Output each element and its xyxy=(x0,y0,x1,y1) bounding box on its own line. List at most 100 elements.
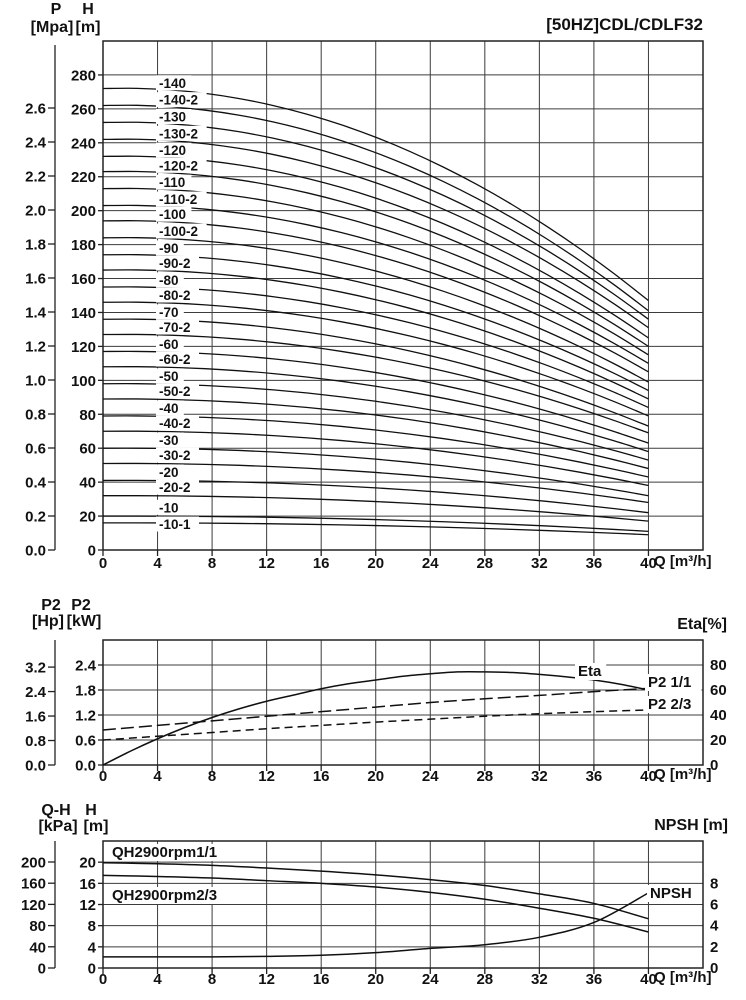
svg-text:8: 8 xyxy=(208,555,216,572)
pump-curve--110-2 xyxy=(102,204,649,364)
svg-text:0.0: 0.0 xyxy=(25,543,46,560)
series-qh2900rpm2-3 xyxy=(102,874,649,933)
pump-curve--100 xyxy=(102,220,649,373)
head-x-axis: 0 4 8 12 16 20 24 28 32 36 40 xyxy=(99,550,657,572)
svg-text:32: 32 xyxy=(531,971,548,988)
curve-label--140: -140 xyxy=(159,76,186,91)
head-pressure-axis-unit: [Mpa] xyxy=(30,19,74,36)
svg-text:80: 80 xyxy=(29,918,46,935)
qh-secondary-axis: 0 40 80 120 160 200 xyxy=(21,841,56,978)
curve-label--90-2: -90-2 xyxy=(159,256,191,271)
curve-label--130: -130 xyxy=(159,109,186,124)
pump-curve--140-2 xyxy=(102,104,649,312)
svg-text:280: 280 xyxy=(71,67,96,84)
curve-label--120: -120 xyxy=(159,143,186,158)
svg-text:180: 180 xyxy=(71,237,96,254)
series-p2-2-3 xyxy=(102,709,649,741)
svg-text:12: 12 xyxy=(258,971,275,988)
svg-text:0.2: 0.2 xyxy=(25,509,46,526)
svg-text:36: 36 xyxy=(586,971,603,988)
chart-title: [50HZ]CDL/CDLF32 xyxy=(546,15,703,34)
power-hp-axis-unit: [Hp] xyxy=(32,613,64,630)
svg-text:12: 12 xyxy=(258,555,275,572)
svg-text:0.8: 0.8 xyxy=(25,407,46,424)
svg-text:4: 4 xyxy=(153,555,162,572)
power-kw-axis-label: P2 xyxy=(71,597,91,614)
svg-text:2.4: 2.4 xyxy=(25,135,47,152)
svg-text:1.8: 1.8 xyxy=(75,683,96,700)
svg-text:140: 140 xyxy=(71,305,96,322)
svg-text:24: 24 xyxy=(422,768,439,785)
svg-text:28: 28 xyxy=(476,971,493,988)
qh-kpa-axis-label: Q-H xyxy=(41,802,71,819)
svg-text:200: 200 xyxy=(71,203,96,220)
label-p2-1-1: P2 1/1 xyxy=(648,674,691,691)
svg-text:120: 120 xyxy=(71,339,96,356)
head-y-axis: 0 20 40 60 80 100 120 140 160 180 200 220 240 260 280 xyxy=(71,67,103,560)
curve-label--50: -50 xyxy=(159,369,179,384)
svg-text:20: 20 xyxy=(710,732,727,749)
power-right-axis: 80 60 40 20 0 xyxy=(710,657,727,774)
svg-text:40: 40 xyxy=(710,707,727,724)
svg-text:100: 100 xyxy=(71,373,96,390)
svg-text:0: 0 xyxy=(99,768,107,785)
head-pressure-axis-label: P xyxy=(50,1,62,18)
curve-label--80-2: -80-2 xyxy=(159,288,191,303)
pump-curve--10 xyxy=(102,515,649,532)
svg-text:40: 40 xyxy=(640,971,657,988)
series-qh2900rpm1-1 xyxy=(102,861,649,920)
svg-text:0.6: 0.6 xyxy=(75,733,96,750)
curve-label--110-2: -110-2 xyxy=(159,192,197,207)
svg-text:2.0: 2.0 xyxy=(25,203,46,220)
svg-text:4: 4 xyxy=(153,971,162,988)
pump-curve--70-2 xyxy=(102,333,649,434)
svg-text:2.2: 2.2 xyxy=(25,169,46,186)
qh-head-axis-label: H xyxy=(85,802,97,819)
svg-text:2.4: 2.4 xyxy=(25,684,47,701)
svg-text:8: 8 xyxy=(710,875,718,892)
svg-text:24: 24 xyxy=(422,555,439,572)
power-labels: Eta P2 1/1 P2 2/3 xyxy=(575,663,702,713)
curve-label--20-2: -20-2 xyxy=(159,480,191,495)
svg-text:28: 28 xyxy=(476,768,493,785)
svg-text:20: 20 xyxy=(367,971,384,988)
head-plot-border xyxy=(102,40,704,551)
curve-label--10: -10 xyxy=(159,500,179,515)
power-plot-border xyxy=(102,639,704,766)
pump-curve--100-2 xyxy=(102,236,649,383)
svg-text:0: 0 xyxy=(99,555,107,572)
svg-text:200: 200 xyxy=(21,855,46,872)
power-hp-axis-label: P2 xyxy=(41,597,61,614)
svg-text:20: 20 xyxy=(79,855,96,872)
curve-label--140-2: -140-2 xyxy=(159,93,198,108)
power-curves xyxy=(102,670,649,766)
svg-text:8: 8 xyxy=(208,971,216,988)
label-qh2900rpm2-3: QH2900rpm2/3 xyxy=(112,887,217,904)
head-flow-axis-label: Q [m³/h] xyxy=(654,553,712,570)
curve-label--120-2: -120-2 xyxy=(159,158,198,173)
svg-text:6: 6 xyxy=(710,897,718,914)
svg-text:1.6: 1.6 xyxy=(25,709,46,726)
curve-label--40: -40 xyxy=(159,401,179,416)
svg-text:4: 4 xyxy=(153,768,162,785)
svg-text:2: 2 xyxy=(710,939,718,956)
svg-text:0.0: 0.0 xyxy=(25,758,46,775)
curve-label--110: -110 xyxy=(159,175,185,190)
pump-curve--20-2 xyxy=(102,495,649,522)
curve-label--90: -90 xyxy=(159,241,179,256)
svg-text:160: 160 xyxy=(71,271,96,288)
svg-text:220: 220 xyxy=(71,169,96,186)
svg-text:260: 260 xyxy=(71,101,96,118)
svg-text:8: 8 xyxy=(208,768,216,785)
svg-text:1.4: 1.4 xyxy=(25,305,47,322)
curve-label--70: -70 xyxy=(159,305,179,320)
svg-text:0: 0 xyxy=(710,960,718,977)
head-secondary-axis: 0.0 0.2 0.4 0.6 0.8 1.0 1.2 1.4 1.6 1.8 2.0 2.2 2.4 2… xyxy=(25,45,56,560)
svg-text:36: 36 xyxy=(586,768,603,785)
svg-text:32: 32 xyxy=(531,768,548,785)
head-curves xyxy=(102,87,649,536)
curve-label--70-2: -70-2 xyxy=(159,320,191,335)
qh-x-axis: 0 4 8 12 16 20 24 28 32 36 40 xyxy=(99,968,657,988)
